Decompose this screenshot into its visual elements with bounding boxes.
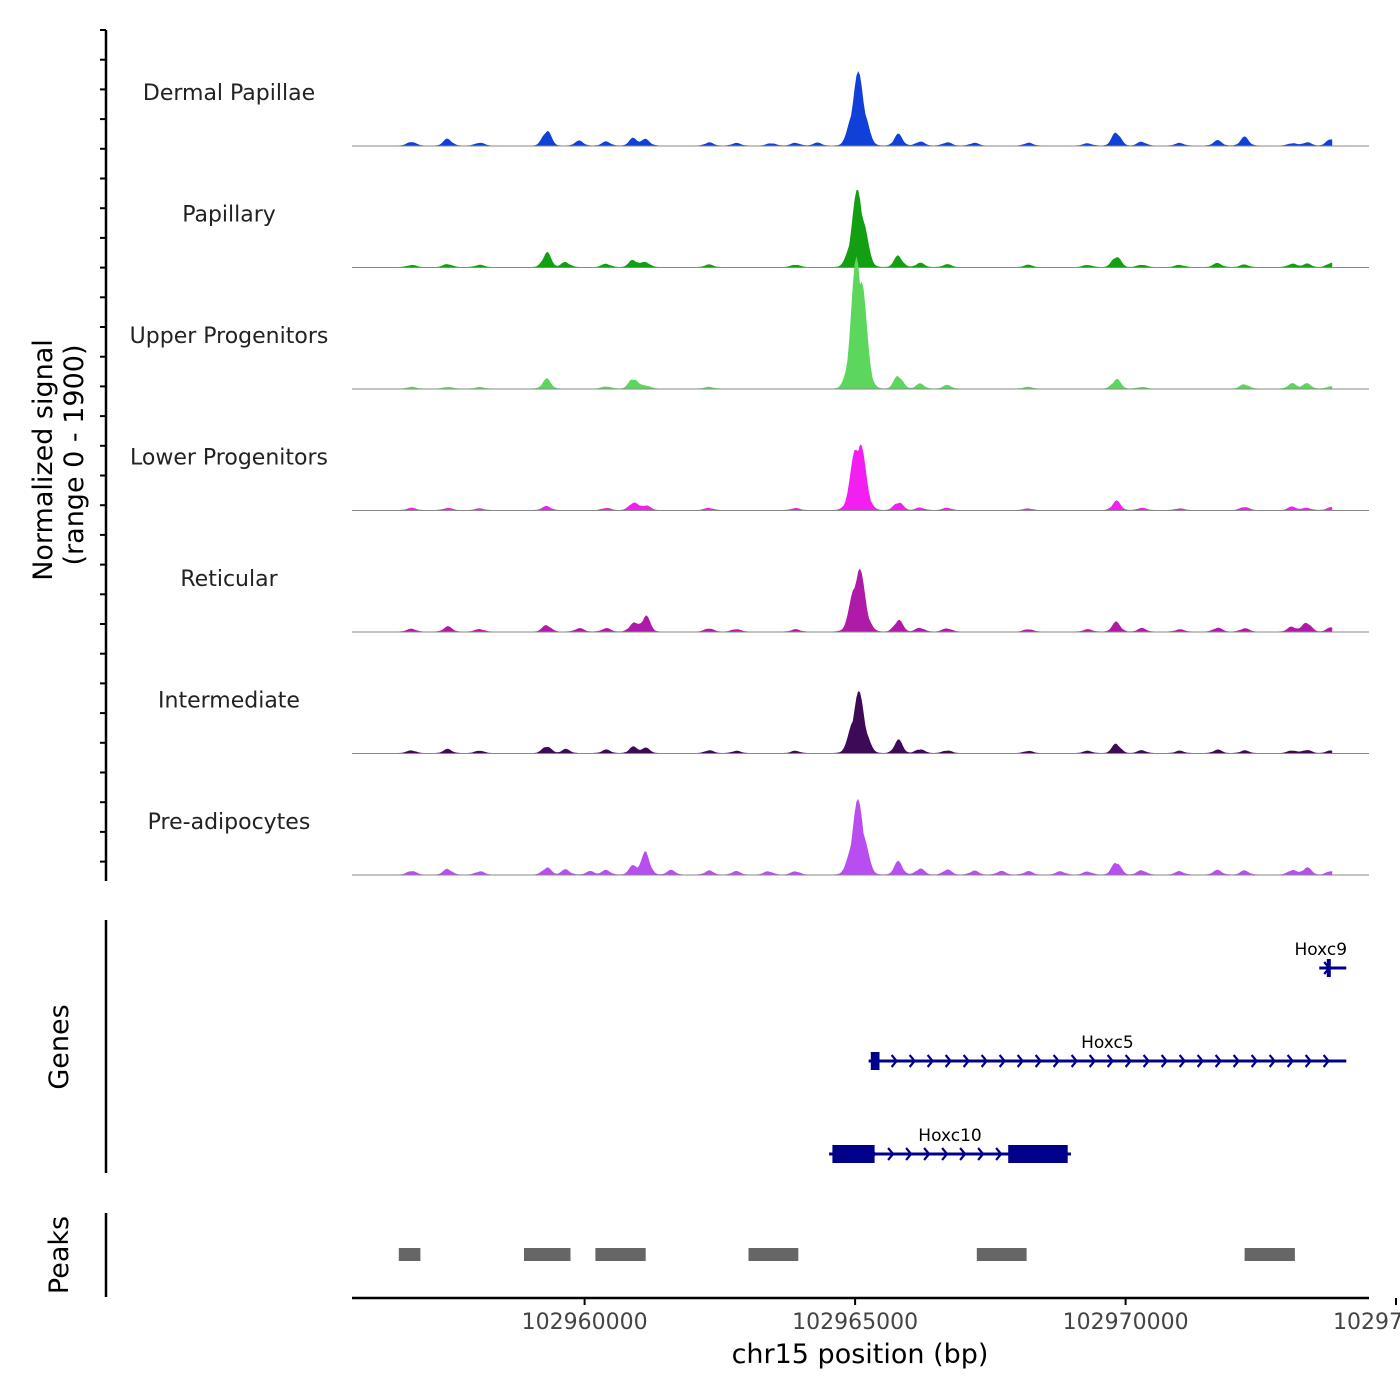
strand-arrow — [1124, 1054, 1133, 1068]
track-label: Reticular — [180, 567, 278, 592]
strand-arrow — [1322, 1054, 1331, 1068]
strand-arrow — [1232, 1054, 1241, 1068]
gene-hoxc5: Hoxc5 — [868, 1033, 1347, 1070]
x-tick-label: 102960000 — [522, 1310, 648, 1335]
strand-arrow — [1160, 1054, 1169, 1068]
track-upper-progenitors: Upper Progenitors — [130, 256, 1369, 390]
track-signal-area — [398, 691, 1333, 754]
gene-hoxc9: Hoxc9 — [1295, 940, 1348, 977]
x-tick-label: 102975000 — [1333, 1310, 1400, 1335]
peak-region — [524, 1248, 571, 1261]
strand-arrow — [1196, 1054, 1205, 1068]
strand-arrow — [959, 1147, 967, 1161]
x-axis-title: chr15 position (bp) — [732, 1339, 989, 1370]
strand-arrow — [926, 1054, 935, 1068]
track-signal-area — [398, 444, 1333, 511]
track-label: Pre-adipocytes — [148, 810, 311, 835]
peaks-track — [398, 1248, 1295, 1261]
strand-arrow — [941, 1147, 949, 1161]
peak-region — [398, 1248, 421, 1261]
strand-arrow — [1250, 1054, 1259, 1068]
track-signal-area — [398, 568, 1333, 632]
strand-arrow — [1052, 1054, 1061, 1068]
gene-exon — [1326, 959, 1331, 977]
peak-region — [595, 1248, 646, 1261]
strand-arrow — [995, 1147, 1003, 1161]
x-tick-label: 102965000 — [792, 1310, 918, 1335]
gene-exon — [1008, 1145, 1068, 1163]
track-intermediate: Intermediate — [158, 689, 1369, 754]
track-signal-area — [398, 798, 1333, 875]
strand-arrow — [998, 1054, 1007, 1068]
gene-label: Hoxc5 — [1081, 1033, 1134, 1053]
peak-region — [1244, 1248, 1295, 1261]
strand-arrow — [890, 1054, 899, 1068]
peak-region — [976, 1248, 1027, 1261]
peaks-track-label: Peaks — [44, 1216, 75, 1294]
track-label: Papillary — [182, 203, 276, 228]
strand-arrow — [887, 1147, 895, 1161]
y-axis-title-line2: (range 0 - 1900) — [59, 345, 90, 566]
strand-arrow — [1016, 1054, 1025, 1068]
strand-arrow — [1178, 1054, 1187, 1068]
strand-arrow — [908, 1054, 917, 1068]
strand-arrow — [962, 1054, 971, 1068]
gene-label: Hoxc10 — [918, 1126, 981, 1146]
gene-exon — [832, 1145, 875, 1163]
strand-arrow — [1214, 1054, 1223, 1068]
track-label: Upper Progenitors — [130, 324, 329, 349]
track-lower-progenitors: Lower Progenitors — [130, 444, 1369, 511]
strand-arrow — [1268, 1054, 1277, 1068]
strand-arrow — [977, 1147, 985, 1161]
strand-arrow — [905, 1147, 913, 1161]
signal-tracks: Dermal Papillae Papillary Upper Progenitor… — [130, 71, 1369, 876]
track-papillary: Papillary — [182, 190, 1369, 268]
signal-y-ticks — [100, 29, 106, 863]
strand-arrow — [1070, 1054, 1079, 1068]
gene-label: Hoxc9 — [1295, 940, 1348, 960]
strand-arrow — [1142, 1054, 1151, 1068]
track-signal-area — [398, 190, 1333, 268]
peak-region — [748, 1248, 799, 1261]
strand-arrow — [980, 1054, 989, 1068]
gene-hoxc10: Hoxc10 — [829, 1126, 1071, 1163]
x-axis-ticks: 102960000 102965000 102970000 102975000 — [522, 1298, 1400, 1335]
track-label: Dermal Papillae — [143, 81, 315, 106]
strand-arrow — [1286, 1054, 1295, 1068]
genes-track-label: Genes — [44, 1004, 75, 1089]
track-pre-adipocytes: Pre-adipocytes — [148, 798, 1369, 876]
track-label: Intermediate — [158, 689, 300, 714]
y-axis-title-line1: Normalized signal — [28, 339, 59, 581]
gene-exon — [870, 1052, 880, 1070]
strand-arrow — [1034, 1054, 1043, 1068]
track-signal-area — [398, 256, 1333, 389]
strand-arrow — [1088, 1054, 1097, 1068]
strand-arrow — [923, 1147, 931, 1161]
strand-arrow — [944, 1054, 953, 1068]
strand-arrow — [1106, 1054, 1115, 1068]
track-label: Lower Progenitors — [130, 446, 328, 471]
x-tick-label: 102970000 — [1063, 1310, 1189, 1335]
strand-arrow — [1304, 1054, 1313, 1068]
genes-track: Hoxc9 Hoxc5 Hoxc10 — [829, 940, 1347, 1163]
track-reticular: Reticular — [180, 567, 1369, 633]
track-dermal-papillae: Dermal Papillae — [143, 71, 1369, 147]
track-signal-area — [398, 71, 1333, 146]
